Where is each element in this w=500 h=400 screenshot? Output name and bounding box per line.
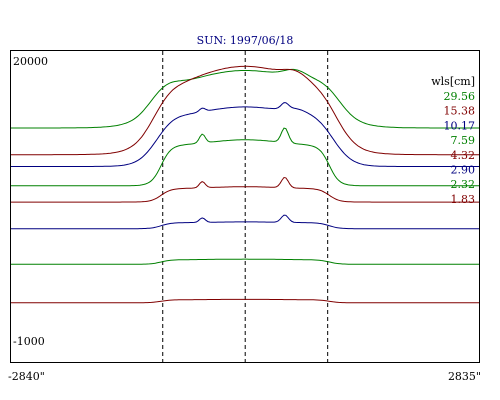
legend-entry-29.56: 29.56 bbox=[444, 90, 476, 103]
legend-entry-10.17: 10.17 bbox=[444, 119, 476, 132]
series-line-4.32 bbox=[11, 176, 479, 203]
x-min-label: -2840" bbox=[8, 370, 45, 383]
series-line-29.56 bbox=[11, 68, 479, 129]
legend-entry-4.32: 4.32 bbox=[451, 149, 476, 162]
series-line-1.83 bbox=[11, 298, 479, 304]
legend-title: wls[cm] bbox=[431, 75, 475, 88]
series-line-7.59 bbox=[11, 127, 479, 187]
legend-entry-2.32: 2.32 bbox=[451, 178, 476, 191]
legend-entry-1.83: 1.83 bbox=[451, 193, 476, 206]
chart-title: SUN: 1997/06/18 bbox=[197, 34, 294, 47]
y-max-label: 20000 bbox=[13, 55, 48, 68]
plot-frame bbox=[10, 50, 480, 363]
series-line-15.38 bbox=[11, 65, 479, 156]
legend-entry-15.38: 15.38 bbox=[444, 105, 476, 118]
y-min-label: -1000 bbox=[13, 335, 45, 348]
series-line-10.17 bbox=[11, 102, 479, 167]
x-max-label: 2835" bbox=[448, 370, 481, 383]
series-line-2.32 bbox=[11, 258, 479, 265]
series-line-2.90 bbox=[11, 214, 479, 230]
legend-entry-2.90: 2.90 bbox=[451, 164, 476, 177]
legend-entry-7.59: 7.59 bbox=[451, 134, 476, 147]
